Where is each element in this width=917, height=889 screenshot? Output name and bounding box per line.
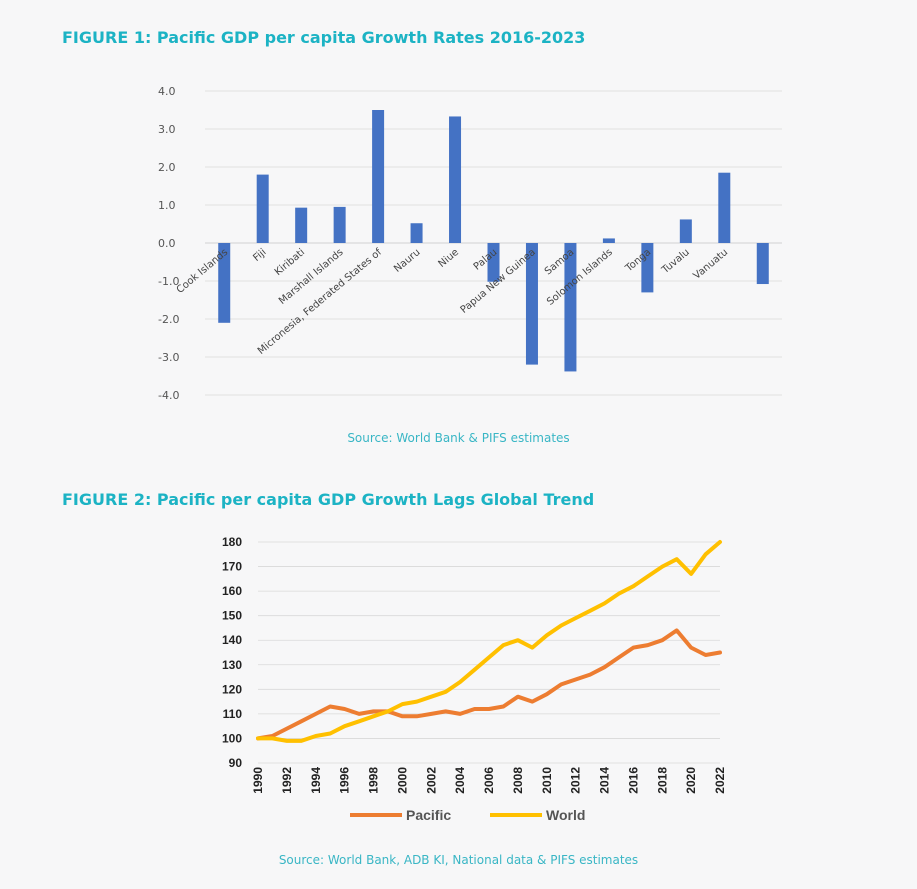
x-tick-label: 1992 [280, 767, 294, 794]
y-tick-label: 4.0 [158, 85, 176, 98]
category-label: Tuvalu [659, 247, 691, 277]
x-tick-label: 2002 [424, 767, 438, 794]
bar [218, 243, 231, 323]
figure-1-title: FIGURE 1: Pacific GDP per capita Growth … [62, 28, 586, 47]
x-tick-label: 2012 [569, 767, 583, 794]
bar [372, 110, 385, 243]
bar [564, 243, 577, 372]
x-tick-label: 2016 [626, 767, 640, 794]
y-tick-label: -2.0 [158, 313, 179, 326]
y-tick-label: 120 [222, 682, 242, 696]
y-tick-label: 110 [223, 707, 243, 721]
category-label: Nauru [392, 247, 422, 275]
y-tick-label: -4.0 [158, 389, 179, 402]
legend-world-label: World [546, 807, 585, 823]
x-tick-label: 1998 [367, 767, 381, 794]
x-tick-label: 2022 [713, 767, 727, 794]
x-tick-label: 2010 [540, 767, 554, 794]
y-tick-label: 2.0 [158, 161, 176, 174]
y-tick-label: 150 [222, 609, 242, 623]
y-tick-label: 1.0 [158, 199, 176, 212]
bar [333, 206, 346, 243]
x-tick-label: 2018 [655, 767, 669, 794]
figure-2-source: Source: World Bank, ADB KI, National dat… [278, 853, 639, 867]
line-chart: 180 170 160 150 140 130 120 110 100 90 1990 1992 19… [222, 535, 727, 823]
x-tick-label: 2014 [598, 767, 612, 794]
category-label: Kiribati [273, 247, 307, 278]
y-tick-label: 100 [222, 731, 242, 745]
x-tick-label: 2006 [482, 767, 496, 794]
figure-2-title: FIGURE 2: Pacific per capita GDP Growth … [62, 490, 595, 509]
bar [449, 116, 462, 243]
legend-pacific-label: Pacific [406, 807, 451, 823]
bar [602, 238, 615, 243]
x-tick-label: 2004 [453, 767, 467, 794]
bar-chart: 4.03.02.01.00.0-1.0-2.0-3.0-4.0 Cook Isl… [158, 85, 782, 402]
x-tick-label: 2000 [395, 767, 409, 794]
bar [487, 243, 500, 282]
y-tick-label: 180 [222, 535, 242, 549]
category-label: Vanuatu [692, 247, 731, 282]
bar [525, 243, 538, 365]
y-tick-label: -1.0 [158, 275, 179, 288]
x-tick-label: 1996 [338, 767, 352, 794]
bar [410, 223, 423, 243]
y-tick-label: 140 [222, 633, 242, 647]
bar [256, 174, 269, 243]
bar [718, 172, 731, 243]
y-tick-label: 130 [222, 658, 242, 672]
bar [679, 219, 692, 243]
category-label: Marshall Islands [277, 247, 346, 307]
figure-1-source: Source: World Bank & PIFS estimates [347, 431, 570, 445]
bar [641, 243, 654, 293]
category-label: Fiji [251, 247, 268, 264]
x-tick-label: 2020 [684, 767, 698, 794]
x-tick-label: 1990 [251, 767, 265, 794]
y-tick-label: 160 [222, 584, 242, 598]
series-line-world [256, 540, 722, 743]
y-tick-label: 3.0 [158, 123, 176, 136]
y-tick-label: 90 [229, 756, 243, 770]
y-tick-label: 170 [222, 560, 242, 574]
x-tick-label: 2008 [511, 767, 525, 794]
y-tick-label: 0.0 [158, 237, 176, 250]
bar [295, 207, 308, 243]
y-tick-label: -3.0 [158, 351, 179, 364]
series-line-pacific [256, 628, 722, 741]
x-tick-label: 1994 [309, 767, 323, 794]
bar [756, 243, 769, 285]
category-label: Solomon Islands [545, 247, 615, 308]
category-label: Niue [436, 247, 460, 270]
